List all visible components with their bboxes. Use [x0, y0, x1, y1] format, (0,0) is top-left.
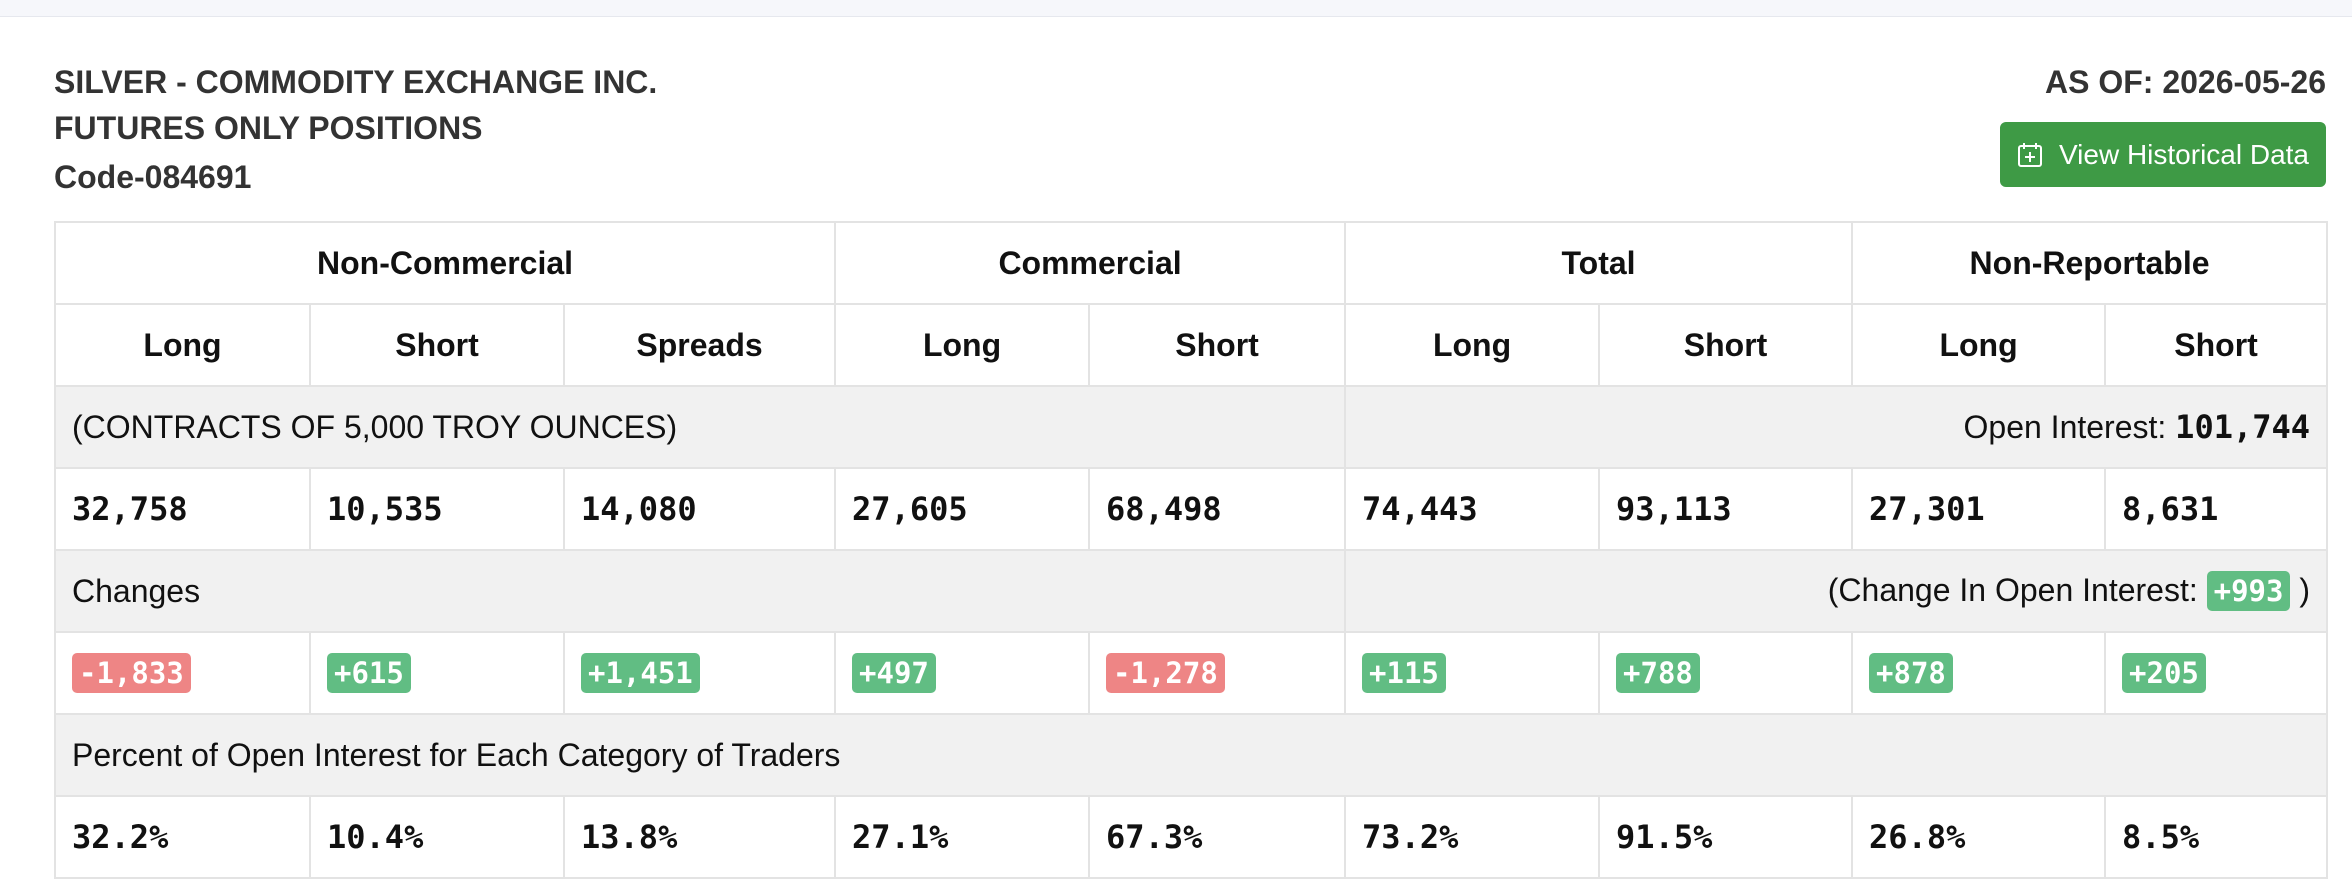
change-cell: +205 — [2104, 631, 2329, 715]
column-header: Spreads — [562, 303, 837, 387]
change-open-interest-cell: (Change In Open Interest: +993 ) — [1344, 549, 2329, 633]
change-badge: -1,278 — [1106, 653, 1225, 693]
change-cell: +1,451 — [562, 631, 837, 715]
percent-info-row: Percent of Open Interest for Each Catego… — [53, 713, 2329, 797]
position-cell: 27,301 — [1851, 467, 2107, 551]
top-strip — [0, 0, 2352, 17]
column-header: Short — [1598, 303, 1854, 387]
percent-cell: 67.3% — [1088, 795, 1347, 879]
change-cell: +115 — [1344, 631, 1601, 715]
column-header: Long — [1851, 303, 2107, 387]
change-badge: +788 — [1616, 653, 1700, 693]
percent-cell: 32.2% — [54, 795, 311, 879]
positions-row: 32,758 10,535 14,080 27,605 68,498 74,44… — [54, 467, 2329, 551]
open-interest-cell: Open Interest: 101,744 — [1344, 385, 2329, 469]
report-header: SILVER - COMMODITY EXCHANGE INC. FUTURES… — [54, 62, 2326, 202]
change-badge: -1,833 — [72, 653, 191, 693]
changes-row: -1,833 +615 +1,451 +497 -1,278 +115 +788… — [54, 631, 2329, 715]
change-open-interest-badge: +993 — [2206, 571, 2291, 611]
changes-label: Changes — [53, 549, 1347, 633]
position-cell: 27,605 — [834, 467, 1091, 551]
change-cell: +497 — [834, 631, 1091, 715]
position-cell: 10,535 — [309, 467, 565, 551]
calendar-plus-icon — [2017, 142, 2042, 167]
percent-cell: 26.8% — [1851, 795, 2107, 879]
column-header-row: Long Short Spreads Long Short Long Short… — [54, 303, 2329, 387]
change-cell: -1,278 — [1088, 631, 1347, 715]
percent-cell: 91.5% — [1598, 795, 1854, 879]
change-badge: +615 — [327, 653, 411, 693]
open-interest-value: 101,744 — [2175, 408, 2311, 446]
column-header: Short — [2104, 303, 2329, 387]
percent-cell: 8.5% — [2104, 795, 2329, 879]
position-cell: 8,631 — [2104, 467, 2329, 551]
contracts-info-row: (CONTRACTS OF 5,000 TROY OUNCES) Open In… — [53, 385, 2329, 469]
group-header-total: Total — [1344, 221, 1854, 305]
position-cell: 74,443 — [1344, 467, 1601, 551]
change-cell: +615 — [309, 631, 565, 715]
position-cell: 32,758 — [54, 467, 311, 551]
percent-label: Percent of Open Interest for Each Catego… — [53, 713, 2329, 797]
contracts-unit-label: (CONTRACTS OF 5,000 TROY OUNCES) — [53, 385, 1347, 469]
open-interest-label: Open Interest: — [1963, 409, 2167, 445]
column-header: Short — [1088, 303, 1347, 387]
change-badge: +497 — [852, 653, 936, 693]
change-badge: +115 — [1362, 653, 1446, 693]
report-title: SILVER - COMMODITY EXCHANGE INC. — [54, 64, 658, 100]
position-cell: 14,080 — [562, 467, 837, 551]
change-cell: -1,833 — [54, 631, 311, 715]
position-cell: 68,498 — [1088, 467, 1347, 551]
column-header: Long — [834, 303, 1091, 387]
change-cell: +878 — [1851, 631, 2107, 715]
position-cell: 93,113 — [1598, 467, 1854, 551]
change-badge: +1,451 — [581, 653, 700, 693]
percent-cell: 27.1% — [834, 795, 1091, 879]
view-historical-data-label: View Historical Data — [2058, 138, 2310, 170]
group-header-non-reportable: Non-Reportable — [1851, 221, 2329, 305]
change-open-interest-suffix: ) — [2299, 572, 2311, 608]
change-cell: +788 — [1598, 631, 1854, 715]
group-header-commercial: Commercial — [834, 221, 1347, 305]
change-badge: +205 — [2122, 653, 2206, 693]
percent-cell: 73.2% — [1344, 795, 1601, 879]
group-header-row: Non-Commercial Commercial Total Non-Repo… — [53, 221, 2329, 305]
percent-cell: 10.4% — [309, 795, 565, 879]
group-header-non-commercial: Non-Commercial — [53, 221, 837, 305]
column-header: Long — [1344, 303, 1601, 387]
change-badge: +878 — [1869, 653, 1953, 693]
percents-row: 32.2% 10.4% 13.8% 27.1% 67.3% 73.2% 91.5… — [54, 795, 2329, 879]
percent-cell: 13.8% — [562, 795, 837, 879]
column-header: Short — [309, 303, 565, 387]
report-subtitle: FUTURES ONLY POSITIONS — [54, 110, 483, 146]
cot-positions-table: Non-Commercial Commercial Total Non-Repo… — [53, 221, 2329, 879]
column-header: Long — [54, 303, 311, 387]
changes-info-row: Changes (Change In Open Interest: +993 ) — [53, 549, 2329, 633]
view-historical-data-button[interactable]: View Historical Data — [2000, 122, 2326, 187]
as-of-date: AS OF: 2026-05-26 — [2044, 64, 2326, 100]
contract-code: Code-084691 — [54, 159, 252, 195]
change-open-interest-prefix: (Change In Open Interest: — [1827, 572, 2198, 608]
